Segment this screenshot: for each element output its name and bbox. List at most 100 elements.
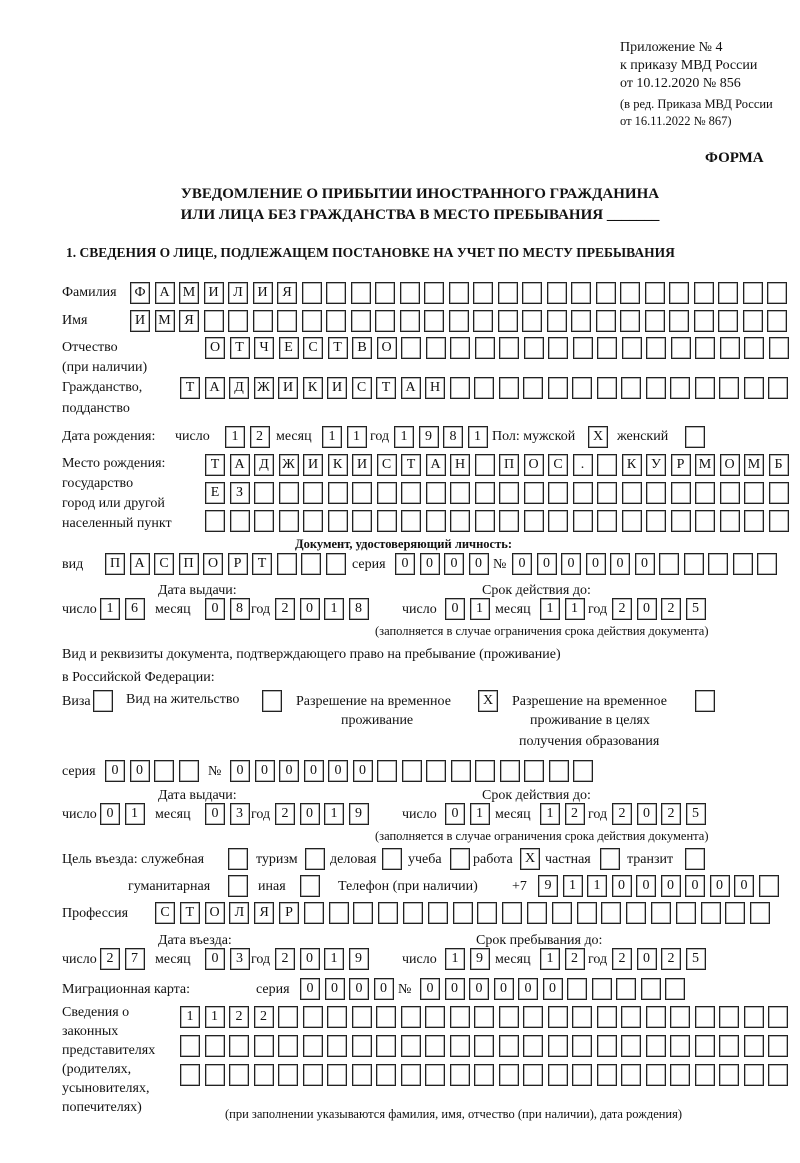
char-box[interactable]: [670, 1006, 690, 1028]
char-box[interactable]: 2: [229, 1006, 249, 1028]
char-box[interactable]: [424, 310, 444, 332]
char-box[interactable]: 0: [129, 760, 150, 782]
char-box[interactable]: 9: [418, 426, 439, 448]
char-box[interactable]: [646, 510, 666, 532]
char-box[interactable]: 0: [230, 760, 250, 782]
char-box[interactable]: [670, 337, 691, 359]
char-box[interactable]: Т: [327, 337, 348, 359]
char-box[interactable]: 9: [538, 875, 558, 897]
char-box[interactable]: [401, 482, 421, 504]
char-box[interactable]: 0: [352, 760, 373, 782]
checkbox-cell[interactable]: X: [520, 848, 540, 870]
char-box[interactable]: [595, 282, 616, 304]
char-box[interactable]: Я: [254, 902, 275, 924]
char-box[interactable]: [719, 482, 740, 504]
char-box[interactable]: И: [130, 310, 150, 332]
checkbox-cell[interactable]: X: [588, 426, 608, 448]
char-box[interactable]: [351, 1064, 372, 1086]
char-box[interactable]: Я: [179, 310, 199, 332]
char-box[interactable]: 0: [709, 875, 730, 897]
char-box[interactable]: [621, 510, 642, 532]
char-box[interactable]: [695, 510, 715, 532]
char-box[interactable]: [547, 1006, 568, 1028]
char-box[interactable]: 0: [324, 978, 345, 1000]
char-box[interactable]: [527, 902, 547, 924]
char-box[interactable]: Т: [376, 377, 396, 399]
char-box[interactable]: [572, 377, 592, 399]
char-box[interactable]: 0: [303, 760, 324, 782]
char-box[interactable]: [403, 902, 423, 924]
char-box[interactable]: 0: [469, 978, 489, 1000]
char-box[interactable]: [719, 510, 740, 532]
char-box[interactable]: [547, 1035, 568, 1057]
char-box[interactable]: 0: [660, 875, 681, 897]
char-box[interactable]: Я: [277, 282, 297, 304]
char-box[interactable]: [767, 282, 787, 304]
char-box[interactable]: [205, 510, 225, 532]
char-box[interactable]: [596, 1035, 617, 1057]
char-box[interactable]: [178, 760, 199, 782]
char-box[interactable]: [180, 1035, 200, 1057]
char-box[interactable]: [591, 978, 612, 1000]
char-box[interactable]: Ж: [278, 454, 299, 476]
char-box[interactable]: 0: [636, 875, 656, 897]
char-box[interactable]: 2: [612, 948, 632, 970]
char-box[interactable]: Р: [670, 454, 691, 476]
char-box[interactable]: [669, 282, 689, 304]
char-box[interactable]: [616, 978, 636, 1000]
char-box[interactable]: [154, 760, 174, 782]
char-box[interactable]: [645, 1035, 666, 1057]
char-box[interactable]: [695, 337, 715, 359]
char-box[interactable]: [524, 760, 544, 782]
char-box[interactable]: 0: [373, 978, 394, 1000]
char-box[interactable]: А: [204, 377, 225, 399]
char-box[interactable]: [278, 510, 299, 532]
char-box[interactable]: [229, 1035, 249, 1057]
char-box[interactable]: [327, 1006, 347, 1028]
char-box[interactable]: 0: [512, 553, 532, 575]
char-box[interactable]: [596, 377, 617, 399]
char-box[interactable]: 1: [540, 598, 560, 620]
char-box[interactable]: [327, 482, 348, 504]
char-box[interactable]: [621, 377, 641, 399]
char-box[interactable]: 9: [348, 948, 369, 970]
char-box[interactable]: [376, 482, 397, 504]
char-box[interactable]: П: [499, 454, 519, 476]
char-box[interactable]: [659, 553, 679, 575]
char-box[interactable]: В: [352, 337, 372, 359]
char-box[interactable]: [743, 1064, 764, 1086]
char-box[interactable]: [597, 337, 617, 359]
char-box[interactable]: 5: [685, 803, 706, 825]
char-box[interactable]: 1: [564, 598, 585, 620]
char-box[interactable]: [326, 310, 346, 332]
char-box[interactable]: [502, 902, 523, 924]
char-box[interactable]: [744, 510, 764, 532]
char-box[interactable]: 0: [105, 760, 125, 782]
char-box[interactable]: [449, 1064, 470, 1086]
char-box[interactable]: [719, 337, 740, 359]
char-box[interactable]: 1: [324, 948, 344, 970]
char-box[interactable]: [401, 760, 422, 782]
char-box[interactable]: 0: [444, 978, 465, 1000]
char-box[interactable]: [399, 310, 420, 332]
char-box[interactable]: [303, 510, 323, 532]
char-box[interactable]: [548, 760, 569, 782]
char-box[interactable]: [732, 553, 753, 575]
char-box[interactable]: К: [621, 454, 642, 476]
char-box[interactable]: [350, 310, 371, 332]
char-box[interactable]: [425, 482, 446, 504]
char-box[interactable]: 0: [300, 978, 320, 1000]
char-box[interactable]: Д: [254, 454, 274, 476]
char-box[interactable]: 1: [540, 948, 560, 970]
char-box[interactable]: [768, 482, 789, 504]
char-box[interactable]: К: [302, 377, 323, 399]
char-box[interactable]: [572, 1035, 592, 1057]
char-box[interactable]: [203, 310, 224, 332]
char-box[interactable]: [670, 377, 690, 399]
char-box[interactable]: [229, 510, 250, 532]
char-box[interactable]: 2: [100, 948, 120, 970]
char-box[interactable]: [499, 510, 519, 532]
char-box[interactable]: 1: [100, 598, 120, 620]
char-box[interactable]: .: [572, 454, 593, 476]
char-box[interactable]: 1: [540, 803, 560, 825]
